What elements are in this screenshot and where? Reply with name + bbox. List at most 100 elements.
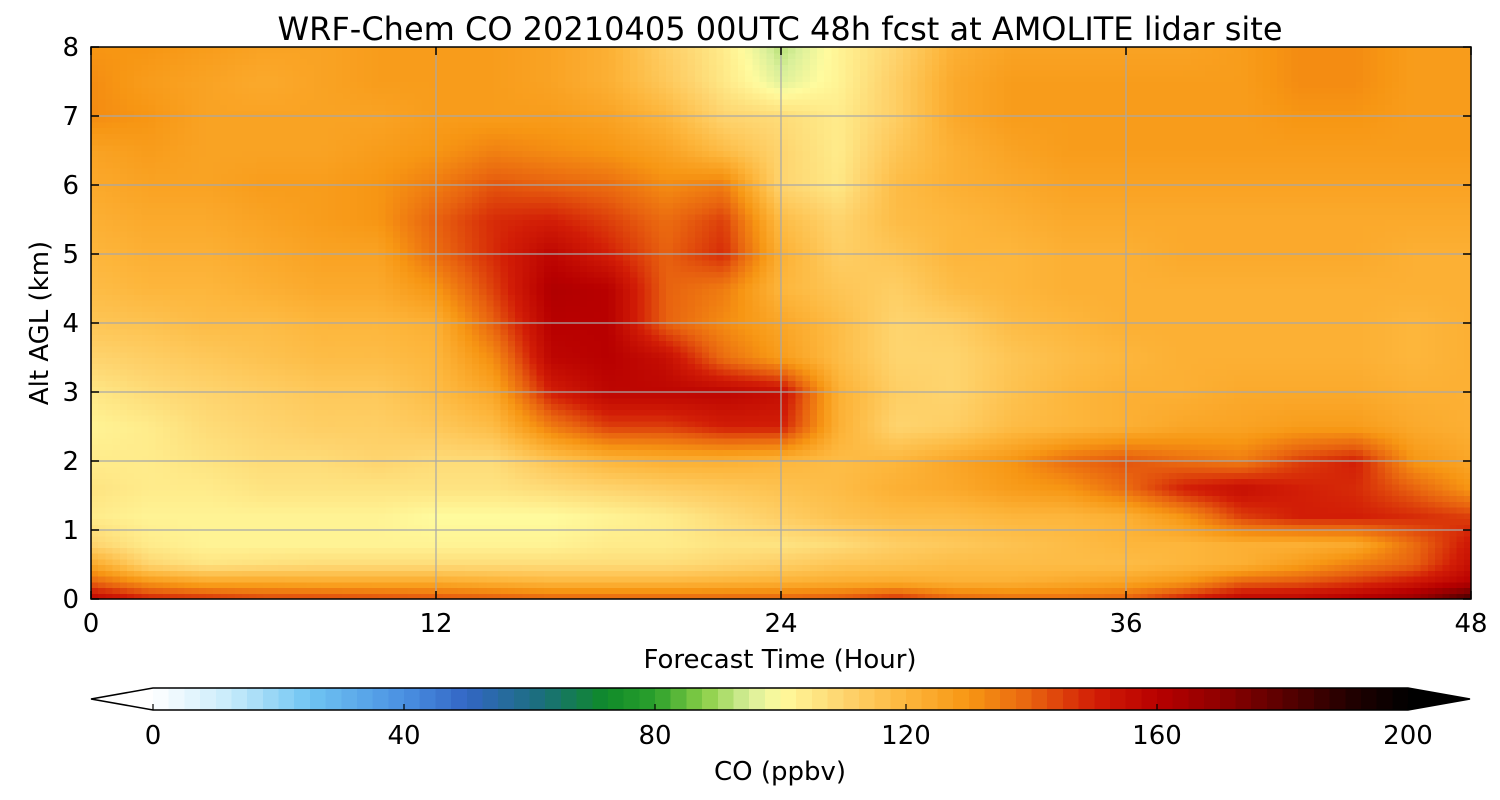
heatmap-cell — [701, 449, 710, 456]
heatmap-cell — [515, 455, 523, 462]
heatmap-cell — [809, 547, 818, 554]
heatmap-cell — [838, 449, 847, 456]
heatmap-cell — [1241, 581, 1249, 589]
heatmap-cell — [781, 524, 789, 531]
heatmap-cell — [1075, 535, 1084, 543]
heatmap-cell — [551, 518, 559, 525]
heatmap-cell — [1298, 581, 1307, 589]
heatmap-cell — [112, 535, 121, 543]
heatmap-cell — [924, 489, 933, 497]
heatmap-cell — [134, 449, 142, 456]
heatmap-cell — [874, 478, 883, 485]
heatmap-cell — [536, 593, 545, 599]
heatmap-cell — [1442, 507, 1451, 514]
heatmap-cell — [586, 553, 595, 560]
heatmap-cell — [1413, 512, 1422, 520]
heatmap-cell — [1356, 478, 1364, 485]
heatmap-cell — [270, 541, 279, 548]
heatmap-cell — [1169, 593, 1177, 599]
heatmap-cell — [1082, 558, 1091, 566]
heatmap-cell — [953, 576, 962, 583]
heatmap-cell — [1456, 512, 1465, 520]
heatmap-cell — [249, 558, 257, 566]
heatmap-cell — [328, 466, 336, 474]
heatmap-cell — [781, 558, 789, 566]
heatmap-cell — [982, 484, 991, 491]
heatmap-cell — [939, 593, 947, 599]
heatmap-cell — [277, 524, 286, 531]
heatmap-cell — [1133, 587, 1141, 594]
heatmap-cell — [1197, 535, 1206, 543]
heatmap-cell — [493, 478, 502, 485]
heatmap-cell — [608, 541, 617, 548]
heatmap-cell — [1284, 530, 1292, 537]
heatmap-cell — [184, 478, 193, 485]
heatmap-cell — [306, 558, 315, 566]
heatmap-cell — [716, 524, 725, 531]
heatmap-cell — [730, 587, 739, 594]
heatmap-cell — [939, 478, 947, 485]
heatmap-cell — [421, 587, 430, 594]
heatmap-cell — [1075, 541, 1084, 548]
heatmap-cell — [752, 461, 761, 468]
heatmap-cell — [982, 472, 991, 479]
heatmap-cell — [1276, 489, 1285, 497]
heatmap-cell — [831, 535, 840, 543]
heatmap-cell — [1241, 524, 1249, 531]
heatmap-cell — [1082, 541, 1091, 548]
heatmap-cell — [479, 581, 487, 589]
heatmap-cell — [1054, 489, 1062, 497]
heatmap-cell — [551, 564, 559, 571]
heatmap-cell — [766, 576, 775, 583]
heatmap-cell — [1226, 461, 1235, 468]
heatmap-cell — [673, 541, 681, 548]
heatmap-cell — [414, 455, 423, 462]
heatmap-cell — [1391, 455, 1400, 462]
heatmap-cell — [622, 495, 631, 502]
heatmap-cell — [1413, 530, 1422, 537]
heatmap-cell — [694, 489, 703, 497]
heatmap-cell — [917, 587, 926, 594]
heatmap-cell — [637, 472, 646, 479]
heatmap-cell — [788, 553, 796, 560]
heatmap-cell — [292, 461, 301, 468]
heatmap-cell — [1449, 449, 1458, 456]
heatmap-cell — [551, 461, 559, 468]
heatmap-cell — [795, 461, 804, 468]
heatmap-cell — [1104, 581, 1113, 589]
heatmap-cell — [1312, 535, 1321, 543]
heatmap-cell — [1356, 530, 1364, 537]
heatmap-cell — [1391, 501, 1400, 508]
heatmap-cell — [572, 593, 581, 599]
heatmap-cell — [745, 501, 753, 508]
heatmap-cell — [436, 512, 444, 520]
heatmap-cell — [321, 535, 329, 543]
heatmap-cell — [299, 564, 308, 571]
heatmap-cell — [234, 495, 243, 502]
heatmap-cell — [996, 484, 1005, 491]
heatmap-cell — [975, 501, 983, 508]
heatmap-cell — [1075, 507, 1084, 514]
heatmap-cell — [471, 524, 480, 531]
heatmap-cell — [931, 484, 940, 491]
heatmap-cell — [551, 530, 559, 537]
heatmap-cell — [1003, 570, 1012, 577]
heatmap-cell — [1435, 455, 1443, 462]
heatmap-cell — [644, 558, 653, 566]
heatmap-cell — [270, 449, 279, 456]
heatmap-cell — [680, 593, 689, 599]
heatmap-cell — [227, 484, 236, 491]
heatmap-cell — [105, 564, 114, 571]
heatmap-cell — [364, 558, 372, 566]
heatmap-cell — [615, 581, 624, 589]
heatmap-cell — [170, 449, 178, 456]
heatmap-cell — [565, 478, 574, 485]
heatmap-cell — [1169, 564, 1177, 571]
heatmap-cell — [198, 495, 207, 502]
heatmap-cell — [1126, 478, 1134, 485]
heatmap-cell — [1248, 535, 1256, 543]
heatmap-cell — [939, 507, 947, 514]
heatmap-cell — [558, 472, 566, 479]
heatmap-cell — [1068, 512, 1077, 520]
heatmap-cell — [1269, 553, 1278, 560]
